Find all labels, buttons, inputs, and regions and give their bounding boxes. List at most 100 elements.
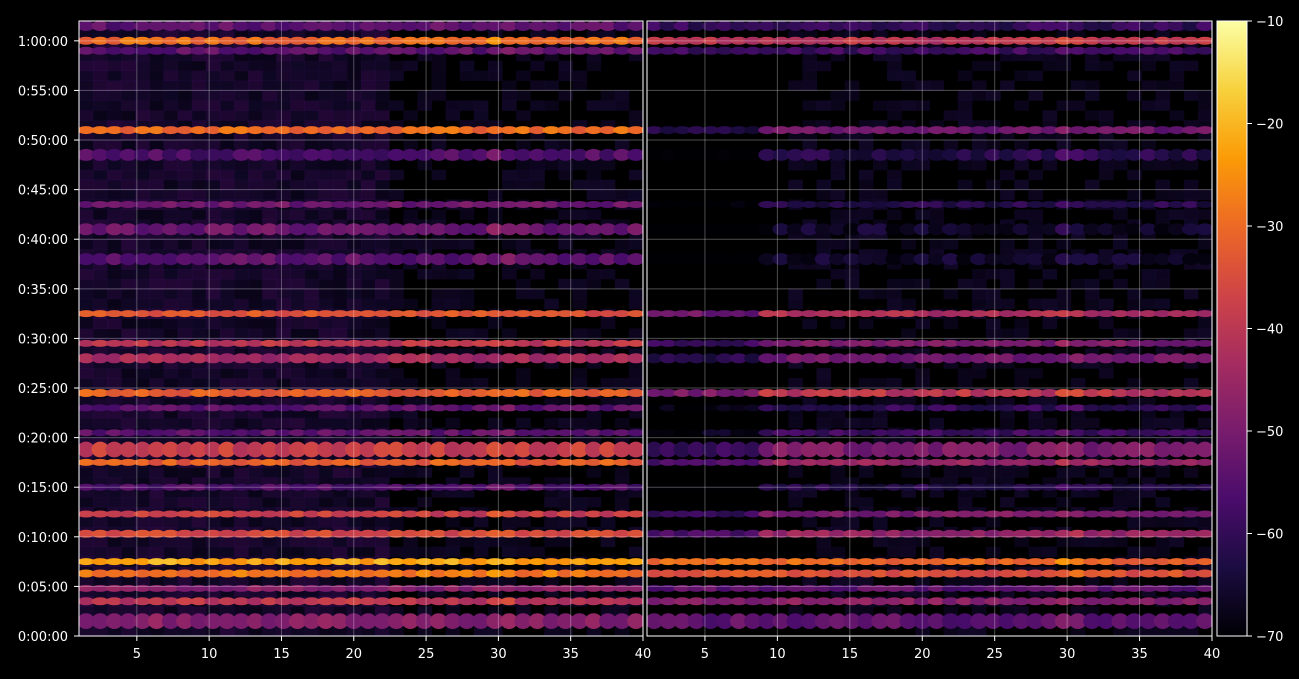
heat-cell [220,209,235,220]
heat-mark [458,529,476,538]
heat-mark [956,46,974,55]
heat-mark [885,126,903,135]
heat-mark [913,36,932,45]
heat-mark [715,483,734,491]
heat-cell [205,159,221,171]
heat-cell [1197,100,1212,111]
heat-cell [1042,318,1058,329]
heat-mark [659,126,677,135]
heat-cell [262,546,277,558]
heat-cell [361,358,376,369]
heat-cell [614,40,630,52]
heat-cell [431,546,447,558]
heat-mark [659,458,677,466]
heat-mark [331,558,349,566]
heat-mark [1069,558,1087,566]
heat-cell [149,269,165,280]
heat-mark [161,223,180,236]
heat-mark [1083,36,1101,45]
heat-mark [415,483,434,491]
heat-mark [105,46,124,55]
heat-cell [262,278,277,290]
heat-cell [177,467,193,478]
heat-cell [1042,477,1058,488]
heat-cell [614,487,630,498]
heat-mark [927,441,946,458]
heat-mark [302,441,321,458]
heat-cell [191,407,207,419]
heat-mark [176,569,194,578]
heat-mark [871,404,889,412]
heat-mark [345,126,363,135]
heat-mark [133,21,152,31]
heat-mark [1040,510,1059,518]
heat-cell [163,318,179,329]
heat-cell [177,30,193,42]
heat-mark [899,253,918,266]
heat-cell [375,576,390,587]
heat-mark [758,597,776,606]
heat-mark [176,558,194,566]
heat-mark [1167,597,1186,606]
heat-mark [599,529,617,538]
heat-mark [687,613,706,629]
heat-mark [998,613,1016,629]
heat-mark [302,148,321,161]
heat-cell [844,30,860,42]
heat-cell [361,626,376,636]
heat-cell [1169,536,1185,548]
heat-cell [234,397,249,409]
heat-cell [445,477,461,488]
heat-mark [730,46,748,55]
heat-mark [91,483,109,491]
heat-mark [730,597,748,606]
heat-mark [970,310,988,318]
heat-mark [288,310,307,318]
x-tick-label: 20 [345,647,362,662]
heat-mark [79,569,95,578]
heat-cell [234,189,249,200]
heat-mark [514,510,532,518]
heat-mark [218,483,236,491]
heat-cell [830,50,846,62]
heat-cell [375,487,390,498]
heat-cell [332,298,348,310]
heat-mark [1125,36,1144,45]
heat-cell [332,70,348,81]
heat-mark [79,339,95,347]
heat-mark [204,46,222,55]
heat-mark [1125,353,1144,364]
heat-mark [458,36,476,45]
heat-mark [659,310,677,318]
heat-mark [1153,483,1172,491]
heat-cell [205,368,221,379]
heat-mark [857,223,875,236]
heat-cell [887,179,902,191]
heat-mark [119,613,137,629]
heat-cell [1127,298,1142,310]
heat-mark [956,36,974,45]
heat-mark [584,584,603,592]
heat-mark [744,46,762,55]
heat-cell [318,546,334,558]
heat-cell [431,318,447,329]
heat-cell [93,328,108,339]
heat-cell [135,70,150,81]
heat-cell [107,50,122,62]
heat-cell [346,120,362,131]
heat-cell [459,576,475,587]
heat-mark [647,458,663,466]
heat-mark [1182,148,1200,161]
heat-cell [361,368,376,379]
heat-mark [204,569,222,578]
heat-cell [332,407,348,419]
heat-cell [403,378,418,389]
heat-mark [715,584,734,592]
x-tick-label: 20 [914,647,931,662]
heat-mark [190,36,208,45]
heat-mark [260,353,279,364]
heat-mark [91,558,109,566]
heat-mark [204,21,222,31]
heat-cell [361,487,376,498]
colorbar-tick-label: −70 [1256,630,1283,645]
